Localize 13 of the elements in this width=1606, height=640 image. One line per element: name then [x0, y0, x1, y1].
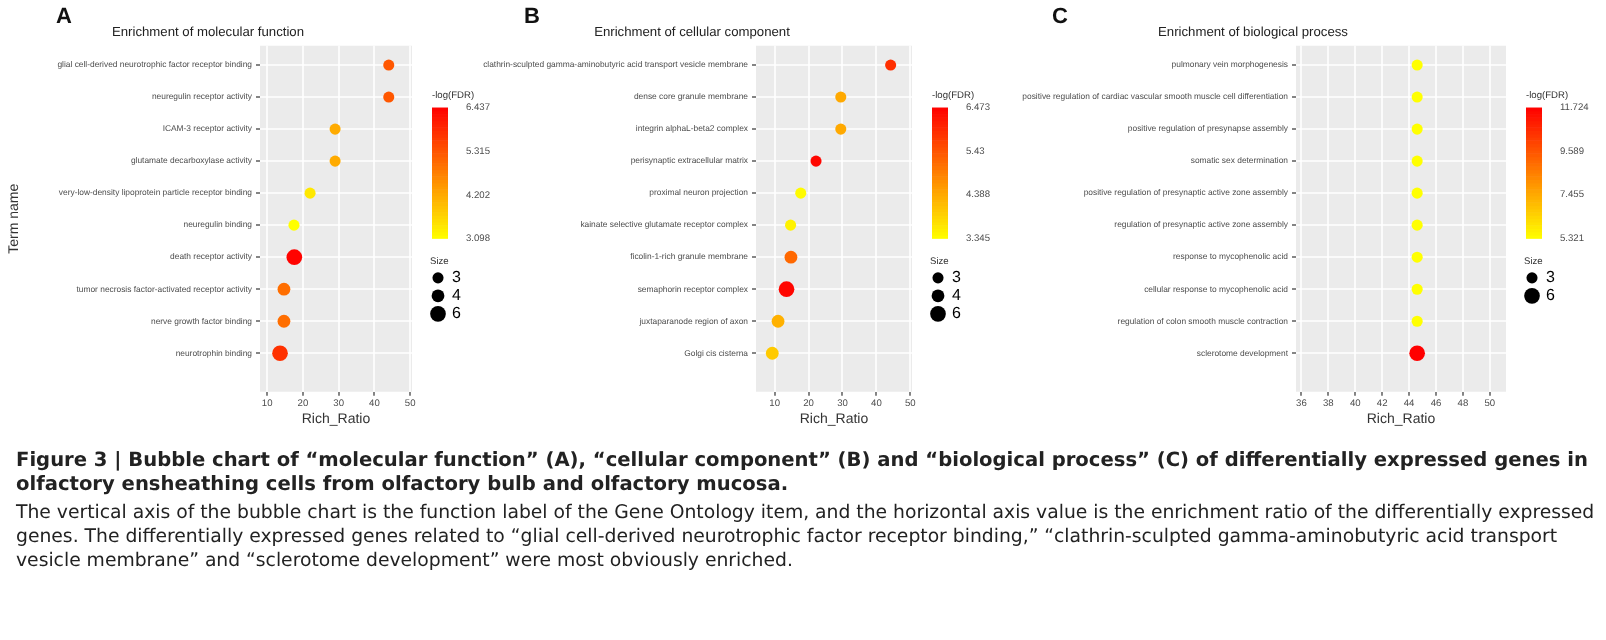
legend-label: 6 [1546, 286, 1556, 305]
legend-label: 3 [452, 268, 462, 287]
legend-label: 4 [452, 286, 462, 305]
legend-label: 6 [452, 304, 462, 323]
legend-label: 3 [1546, 268, 1556, 287]
text: C [1052, 5, 1068, 30]
text: B [524, 5, 540, 30]
text: The vertical axis of the bubble chart is the function label of the Gene Ontology item, and the horizontal axis value is the enrichment ratio of the differentially expressed genes. The differentially expressed genes related to “glial cell-derived neurotrophic factor receptor binding,” “clathrin-sculpted gamma-aminobutyric acid transport vesicle membrane” and “sclerotome development” were most obviously enriched. [16, 502, 1596, 574]
caption: Figure 3 | Bubble chart of “molecular function” (A), “cellular component” (B) and “biological process” (C) of differentially expressed genes in olfactory ensheathing cells from olfactory bulb and olfactory mucosa. [16, 450, 1590, 498]
text: A [56, 5, 72, 30]
legend-label: 4 [952, 286, 962, 305]
legend-label: 3 [952, 268, 962, 287]
legend-label: 6 [952, 304, 962, 323]
